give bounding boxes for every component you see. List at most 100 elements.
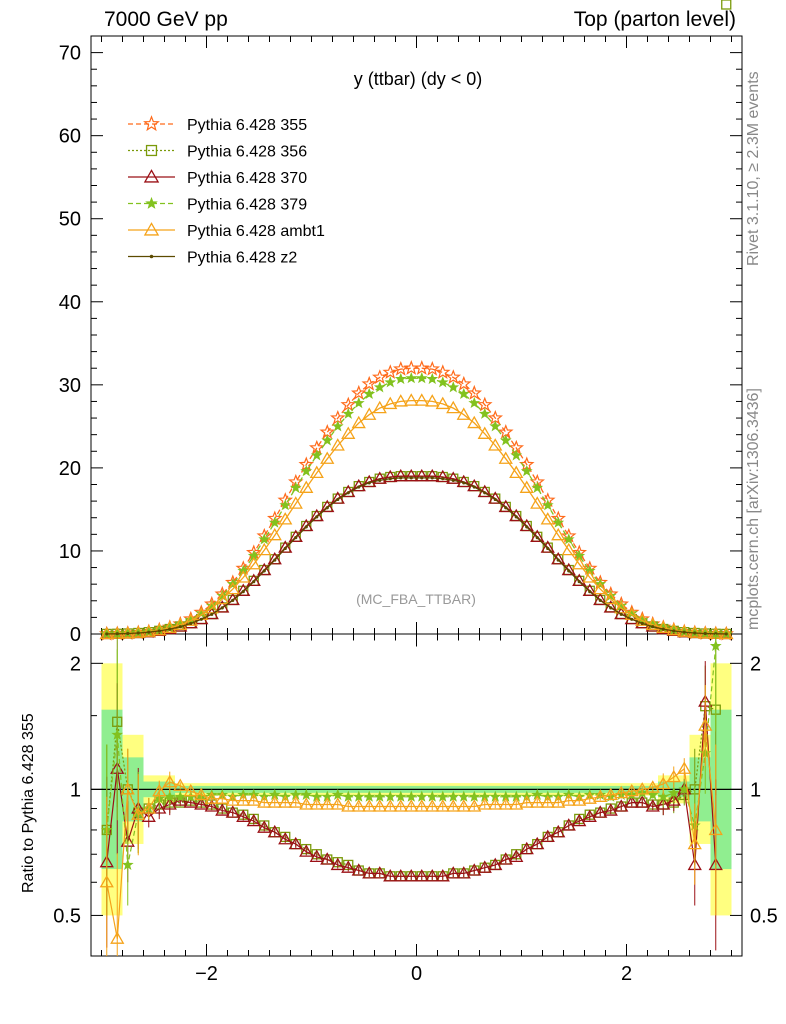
legend-label: Pythia 6.428 ambt1 [187, 223, 325, 240]
ratio-point [204, 791, 219, 804]
ratio-point [267, 824, 282, 838]
data-point [178, 625, 182, 629]
ratio-point [236, 793, 251, 806]
data-point [279, 499, 292, 511]
ratio-point [425, 799, 440, 812]
data-point [447, 381, 460, 393]
series-line [106, 399, 727, 635]
ratio-point [309, 849, 324, 863]
legend-entry: Pythia 6.428 370 [128, 169, 307, 187]
data-point [719, 626, 734, 640]
data-point [384, 376, 397, 388]
y-tick-label: 30 [59, 375, 81, 397]
ratio-point [299, 797, 314, 810]
data-point [493, 497, 497, 502]
data-point [457, 387, 470, 400]
data-point [420, 476, 424, 480]
data-point [236, 570, 251, 583]
legend-label: Pythia 6.428 356 [187, 144, 307, 161]
ratio-point [183, 795, 198, 808]
data-point [430, 476, 434, 480]
ratio-point [677, 761, 692, 774]
data-point [136, 631, 140, 635]
data-point [99, 626, 114, 640]
data-point [392, 360, 409, 376]
ratio-point [225, 805, 240, 818]
data-point [115, 632, 119, 636]
data-point [362, 407, 377, 420]
ratio-point [257, 820, 272, 833]
data-point [216, 589, 229, 601]
data-point [445, 369, 462, 385]
ratio-point [551, 824, 566, 838]
data-point [126, 631, 130, 636]
data-point [350, 384, 367, 400]
data-point [604, 589, 617, 601]
ratio-series-0 [101, 0, 732, 916]
data-point [425, 394, 440, 407]
ratio-point [330, 857, 345, 871]
ratio-point [666, 769, 681, 783]
ratio-point [194, 797, 209, 810]
legend-marker [143, 169, 160, 183]
data-point [378, 478, 382, 482]
data-point [582, 583, 597, 596]
legend-entry: Pythia 6.428 355 [128, 115, 307, 134]
ratio-point [120, 782, 135, 795]
legend-entry: Pythia 6.428 ambt1 [128, 222, 325, 240]
data-point [299, 518, 314, 532]
data-point [152, 622, 167, 636]
ratio-point [320, 852, 335, 865]
rivet-label: Rivet 3.1.10, ≥ 2.3M events [745, 71, 762, 266]
series-2 [99, 468, 734, 640]
ratio-point [163, 790, 176, 802]
data-point [289, 481, 302, 493]
data-point [535, 536, 539, 540]
data-point [330, 438, 345, 451]
data-point [551, 527, 566, 541]
data-point [724, 632, 728, 636]
data-point [346, 491, 350, 495]
ratio-point [183, 783, 198, 797]
ratio-point [414, 868, 429, 882]
ratio-point [530, 836, 545, 850]
data-point [257, 542, 272, 556]
data-point [619, 612, 623, 616]
y-tick-label: 70 [59, 43, 81, 65]
data-point [336, 497, 340, 502]
data-point [593, 581, 608, 595]
data-point [551, 551, 566, 565]
legend-entry: Pythia 6.428 z2 [128, 250, 297, 267]
data-point [413, 360, 430, 375]
data-point [593, 592, 608, 606]
ratio-point [352, 790, 365, 802]
data-point [304, 525, 308, 529]
data-point [199, 617, 203, 621]
data-point [258, 533, 271, 545]
data-point [441, 477, 445, 481]
analysis-annotation: (MC_FBA_TTBAR) [356, 591, 476, 607]
data-point [141, 624, 156, 637]
data-point [661, 627, 665, 631]
ratio-point [330, 797, 345, 810]
data-point [262, 569, 266, 573]
ratio-point [300, 788, 313, 801]
ratio-tick-label-left: 0.5 [53, 905, 81, 927]
data-point [478, 407, 491, 419]
data-point [476, 396, 493, 412]
data-point [572, 573, 587, 586]
ratio-point [656, 776, 671, 790]
ratio-point [656, 797, 671, 810]
ratio-point [257, 795, 272, 808]
ratio-point [561, 793, 576, 806]
ratio-tick-label-left: 2 [70, 653, 81, 675]
data-point [540, 512, 555, 525]
data-point [363, 387, 376, 400]
data-point [645, 617, 660, 631]
x-tick-label: 0 [411, 963, 422, 985]
data-point [294, 536, 298, 540]
data-point [588, 590, 592, 594]
data-point [409, 476, 413, 480]
ratio-point [721, 0, 732, 10]
